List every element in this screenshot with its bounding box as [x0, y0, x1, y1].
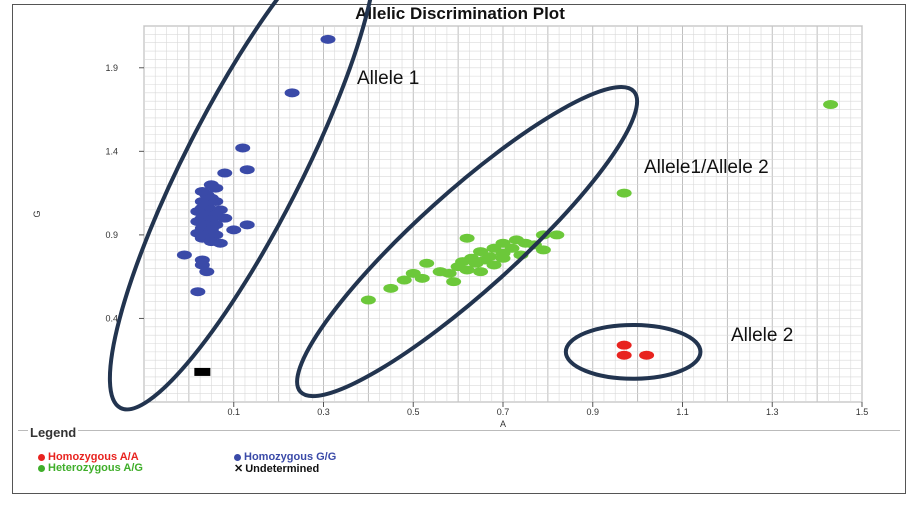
legend-dot-red [38, 453, 45, 461]
data-point [414, 273, 430, 283]
y-axis-label: G [32, 210, 42, 217]
legend-dot-blue [234, 453, 241, 461]
legend-title: Legend [28, 425, 79, 440]
data-point [217, 213, 233, 223]
data-point [190, 287, 206, 297]
data-point [396, 275, 412, 285]
x-tick-label: 0.9 [586, 407, 599, 417]
data-point [639, 350, 655, 360]
data-point [360, 295, 376, 305]
legend-item-heterozygous-ag: Heterozygous A/G [38, 462, 143, 474]
legend-label: Heterozygous A/G [48, 462, 143, 474]
y-tick-label: 1.9 [105, 63, 118, 73]
chart-title: Allelic Discrimination Plot [355, 4, 565, 23]
y-tick-label: 1.4 [105, 146, 118, 156]
legend-item-undetermined: ✕ Undetermined [234, 462, 320, 476]
x-tick-label: 1.1 [676, 407, 689, 417]
x-tick-label: 1.5 [856, 407, 869, 417]
legend: Legend Homozygous A/A Homozygous G/G Het… [18, 425, 900, 491]
data-point [217, 168, 233, 178]
annotation-allele1-allele2: Allele1/Allele 2 [644, 157, 769, 178]
annotation-allele-1: Allele 1 [357, 68, 420, 89]
data-point [239, 165, 255, 175]
y-tick-label: 0.4 [105, 313, 118, 323]
data-point [208, 183, 224, 193]
data-point-undetermined [194, 367, 211, 376]
data-point [468, 258, 484, 268]
legend-label: Homozygous A/A [48, 451, 139, 463]
data-point [320, 34, 336, 44]
data-point [176, 250, 192, 260]
data-point [495, 253, 511, 263]
data-point [284, 88, 300, 98]
data-point [235, 143, 251, 153]
cluster-ellipse [563, 322, 703, 381]
data-point [459, 265, 475, 275]
legend-item-homozygous-aa: Homozygous A/A [38, 451, 139, 463]
data-point [383, 283, 399, 293]
x-tick-label: 0.1 [227, 407, 240, 417]
legend-item-homozygous-gg: Homozygous G/G [234, 451, 336, 463]
data-point [549, 230, 565, 240]
legend-label: Undetermined [245, 462, 320, 475]
legend-label: Homozygous G/G [244, 451, 337, 463]
data-point [226, 225, 242, 235]
data-point [199, 267, 215, 277]
data-point [459, 233, 475, 243]
data-point [212, 238, 228, 248]
data-point [486, 260, 502, 270]
x-tick-label: 1.3 [766, 407, 779, 417]
cluster-ellipse [295, 85, 640, 399]
data-point [432, 267, 448, 277]
y-tick-label: 0.9 [105, 230, 118, 240]
data-point [446, 277, 462, 287]
data-point [616, 188, 632, 198]
data-point [823, 100, 839, 110]
x-mark-icon: ✕ [234, 463, 244, 475]
data-point [473, 267, 489, 277]
x-axis-label: A [500, 419, 506, 429]
data-point [616, 340, 632, 350]
data-point [616, 350, 632, 360]
data-point [239, 220, 255, 230]
legend-dot-green [38, 464, 45, 472]
data-point [419, 258, 435, 268]
x-tick-label: 0.7 [497, 407, 510, 417]
x-tick-label: 0.5 [407, 407, 420, 417]
annotation-allele-2: Allele 2 [731, 325, 794, 346]
x-tick-label: 0.3 [317, 407, 330, 417]
cluster-ellipse [107, 0, 378, 412]
